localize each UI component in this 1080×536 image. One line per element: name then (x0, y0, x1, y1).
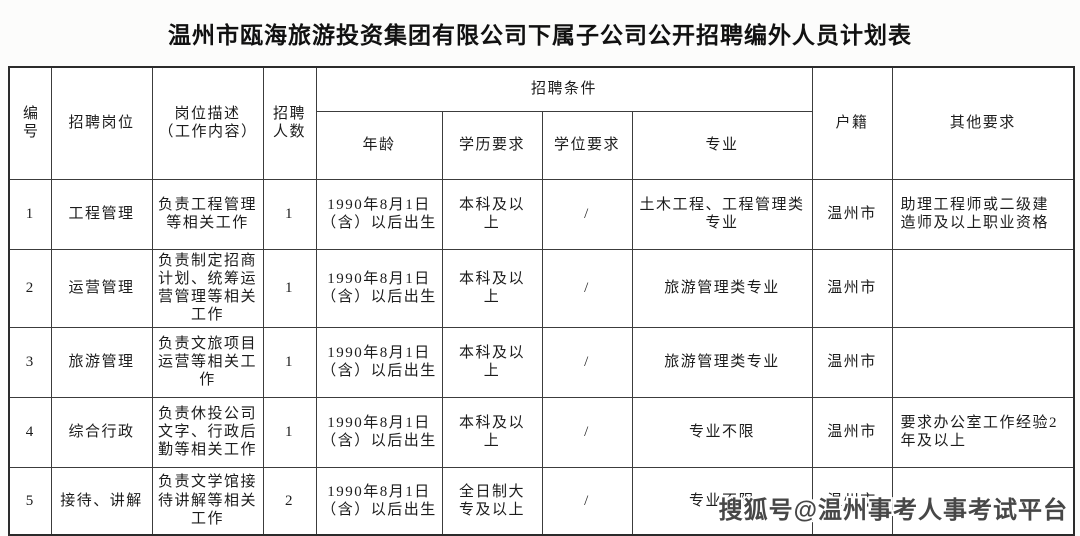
cell-desc: 负责休投公司文字、行政后勤等相关工作 (151, 396, 264, 468)
table-row: 3 旅游管理 负责文旅项目运营等相关工作 1 1990年8月1日（含）以后出生 … (8, 326, 1075, 398)
cell-age: 1990年8月1日（含）以后出生 (315, 466, 443, 536)
cell-other (891, 326, 1075, 398)
header-row-1: 编号 招聘岗位 岗位描述 （工作内容） 招聘人数 招聘条件 户籍 其他要求 (8, 66, 1075, 180)
cell-age: 1990年8月1日（含）以后出生 (315, 326, 443, 398)
cell-position: 综合行政 (50, 396, 153, 468)
cell-edu: 本科及以上 (441, 248, 543, 328)
cell-degree: / (541, 466, 633, 536)
cell-degree: / (541, 326, 633, 398)
cell-position: 运营管理 (50, 248, 153, 328)
cell-age: 1990年8月1日（含）以后出生 (315, 396, 443, 468)
cell-no: 1 (8, 178, 52, 250)
watermark: 搜狐号@温州事考人事考试平台 (718, 497, 1068, 524)
cell-residence: 温州市 (811, 396, 893, 468)
header-row-2: 年龄 学历要求 学位要求 专业 (9, 110, 1074, 180)
cell-major: 专业不限 (631, 396, 813, 468)
cell-desc: 负责制定招商计划、统筹运营管理等相关工作 (151, 248, 264, 328)
cell-residence: 温州市 (811, 178, 893, 250)
header-cell-age: 年龄 (315, 110, 443, 180)
header-cell-position: 招聘岗位 (50, 66, 153, 180)
cell-degree: / (541, 178, 633, 250)
cell-other: 助理工程师或二级建造师及以上职业资格 (891, 178, 1075, 250)
cell-residence: 温州市 (811, 466, 893, 536)
cell-degree: / (541, 248, 633, 328)
cell-count: 1 (262, 178, 317, 250)
header-cell-conditions: 招聘条件 (315, 66, 813, 112)
cell-no: 3 (8, 326, 52, 398)
cell-count: 1 (262, 396, 317, 468)
table-row: 4 综合行政 负责休投公司文字、行政后勤等相关工作 1 1990年8月1日（含）… (8, 396, 1075, 468)
header-cell-desc: 岗位描述 （工作内容） (151, 66, 264, 180)
cell-other (891, 466, 1075, 536)
header-cell-count: 招聘人数 (262, 66, 317, 180)
table-row: 5 接待、讲解 负责文学馆接待讲解等相关工作 2 1990年8月1日（含）以后出… (8, 466, 1075, 536)
cell-count: 1 (262, 326, 317, 398)
cell-major: 土木工程、工程管理类专业 (631, 178, 813, 250)
cell-residence: 温州市 (811, 248, 893, 328)
cell-no: 5 (8, 466, 52, 536)
header-cell-degree: 学位要求 (541, 110, 633, 180)
page-title: 温州市瓯海旅游投资集团有限公司下属子公司公开招聘编外人员计划表 (168, 23, 912, 48)
cell-degree: / (541, 396, 633, 468)
cell-edu: 本科及以上 (441, 178, 543, 250)
header-cell-other: 其他要求 (891, 66, 1075, 180)
cell-position: 接待、讲解 (50, 466, 153, 536)
cell-desc: 负责工程管理等相关工作 (151, 178, 264, 250)
table-row: 1 工程管理 负责工程管理等相关工作 1 1990年8月1日（含）以后出生 本科… (8, 178, 1075, 250)
cell-desc: 负责文旅项目运营等相关工作 (151, 326, 264, 398)
cell-position: 旅游管理 (50, 326, 153, 398)
recruitment-table: 编号 招聘岗位 岗位描述 （工作内容） 招聘人数 招聘条件 户籍 其他要求 年龄… (8, 66, 1076, 536)
header-cell-edu: 学历要求 (441, 110, 543, 180)
cell-no: 4 (8, 396, 52, 468)
cell-no: 2 (8, 248, 52, 328)
cell-count: 1 (262, 248, 317, 328)
cell-major: 旅游管理类专业 (631, 326, 813, 398)
cell-residence: 温州市 (811, 326, 893, 398)
header-cell-residence: 户籍 (811, 66, 893, 180)
cell-major: 专业不限 (631, 466, 813, 536)
cell-desc: 负责文学馆接待讲解等相关工作 (151, 466, 264, 536)
cell-position: 工程管理 (50, 178, 153, 250)
cell-major: 旅游管理类专业 (631, 248, 813, 328)
table-row: 2 运营管理 负责制定招商计划、统筹运营管理等相关工作 1 1990年8月1日（… (8, 248, 1075, 328)
cell-edu: 全日制大专及以上 (441, 466, 543, 536)
cell-edu: 本科及以上 (441, 396, 543, 468)
header-cell-no: 编号 (8, 66, 52, 180)
header-cell-major: 专业 (631, 110, 813, 180)
cell-other (891, 248, 1075, 328)
cell-age: 1990年8月1日（含）以后出生 (315, 178, 443, 250)
cell-count: 2 (262, 466, 317, 536)
cell-age: 1990年8月1日（含）以后出生 (315, 248, 443, 328)
cell-edu: 本科及以上 (441, 326, 543, 398)
cell-other: 要求办公室工作经验2年及以上 (891, 396, 1075, 468)
